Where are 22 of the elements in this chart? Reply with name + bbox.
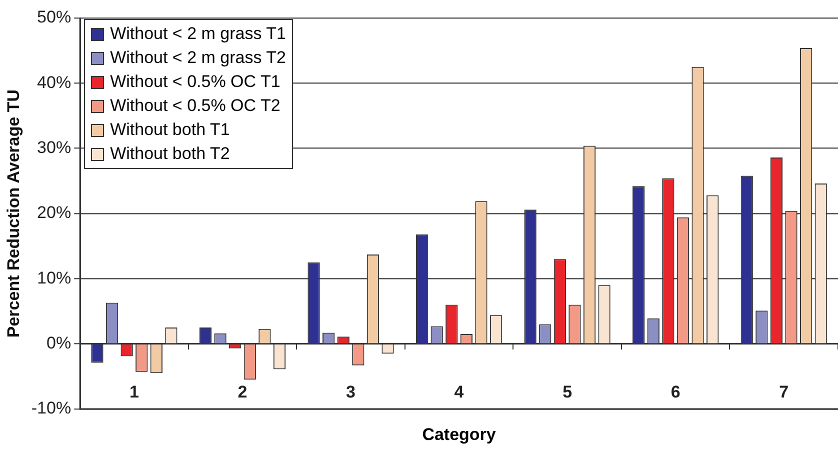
x-axis-title: Category [421,425,497,445]
x-tick-label: 5 [562,382,572,402]
x-tick-label: 7 [779,382,789,402]
legend-label: Without < 0.5% OC T1 [110,71,280,93]
x-tick-label: 2 [238,382,248,402]
x-tick-label: 3 [346,382,356,402]
legend-label: Without < 2 m grass T1 [110,23,286,45]
x-tick-label: 1 [129,382,139,402]
legend-label: Without both T1 [110,119,230,141]
legend-label: Without both T2 [110,143,230,165]
legend-label: Without < 2 m grass T2 [110,47,286,69]
y-axis-title: Percent Reduction Average TU [4,89,23,338]
y-tick-label: 0% [46,334,72,353]
legend-label: Without < 0.5% OC T2 [110,95,280,117]
x-tick-label: 6 [670,382,680,402]
y-tick-label: 30% [37,138,72,158]
y-tick-label: -10% [31,398,72,418]
x-tick-label: 4 [454,382,464,402]
y-tick-label: 20% [37,203,72,222]
y-tick-label: 40% [37,72,72,92]
y-tick-label: 50% [37,8,72,27]
y-tick-label: 10% [37,268,72,288]
